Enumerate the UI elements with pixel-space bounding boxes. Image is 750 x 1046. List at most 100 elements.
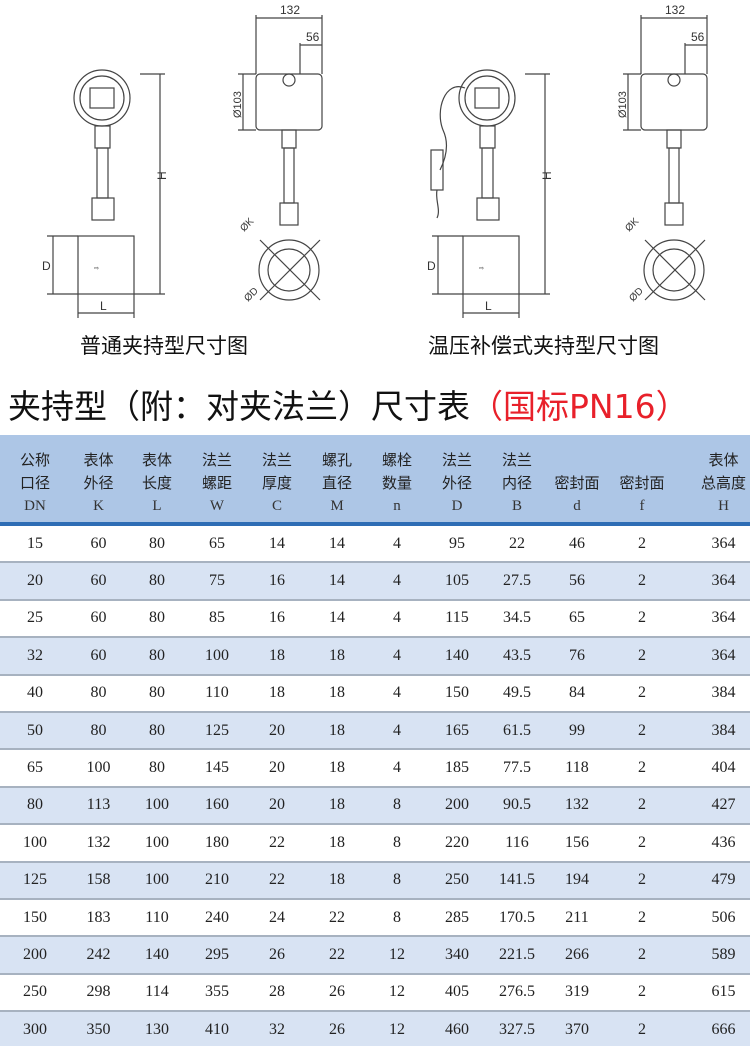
header-symbol: DN — [24, 498, 46, 514]
table-cell: 12 — [367, 973, 427, 1013]
table-cell: 99 — [547, 711, 607, 751]
label-d: D — [427, 259, 436, 273]
table-cell: 2 — [607, 674, 677, 713]
table-cell: 76 — [547, 637, 607, 676]
table-cell: 298 — [70, 973, 127, 1013]
table-cell: 295 — [187, 936, 247, 975]
table-cell: 183 — [70, 898, 127, 938]
table-cell: 340 — [427, 936, 487, 975]
table-row: 25 60 80 85 16 14 4 115 34.5 65 2 364 — [0, 599, 750, 639]
table-cell: 16 — [247, 562, 307, 601]
table-cell: 80 — [0, 786, 70, 826]
header-line2: 长度 — [141, 474, 172, 492]
table-cell: 2 — [607, 861, 677, 900]
header-line1: 表体 — [708, 451, 739, 469]
table-row: 300 350 130 410 32 26 12 460 327.5 370 2 666 — [0, 1011, 750, 1046]
table-cell: 666 — [677, 1011, 750, 1046]
table-cell: 80 — [70, 674, 127, 713]
table-cell: 18 — [307, 711, 367, 751]
column-header-H: 表体 总高度 H — [677, 435, 750, 526]
table-cell: 20 — [0, 562, 70, 601]
table-cell: 4 — [367, 749, 427, 788]
table-cell: 100 — [127, 861, 187, 900]
table-cell: 26 — [247, 936, 307, 975]
title-main: 夹持型（附：对夹法兰）尺寸表 — [8, 387, 470, 426]
flow-arrow-icon: ⇨ — [479, 266, 484, 272]
table-cell: 319 — [547, 973, 607, 1013]
table-cell: 80 — [127, 674, 187, 713]
table-cell: 114 — [127, 973, 187, 1013]
table-cell: 14 — [307, 599, 367, 639]
header-line2: 外径 — [441, 474, 472, 492]
drawing-caption-compensated: 温压补偿式夹持型尺寸图 — [428, 334, 659, 358]
header-line1: 法兰 — [501, 451, 532, 469]
title-standard: （国标PN16） — [470, 387, 689, 426]
side-view — [238, 15, 323, 301]
table-cell: 46 — [547, 524, 607, 564]
dimension-table: 公称 口径 DN 表体 外径 K 表体 长度 L 法兰 螺距 W 法兰 厚度 C 螺孔 直径 M 螺栓 数量 n 法兰 外径… — [0, 435, 750, 1046]
header-symbol: d — [573, 498, 581, 514]
table-cell: 2 — [607, 562, 677, 601]
table-cell: 61.5 — [487, 711, 547, 751]
label-dia-k: ØK — [623, 216, 641, 234]
header-line2: 内径 — [501, 474, 532, 492]
table-row: 40 80 80 110 18 18 4 150 49.5 84 2 384 — [0, 674, 750, 713]
table-cell: 80 — [127, 524, 187, 564]
table-cell: 34.5 — [487, 599, 547, 639]
table-cell: 116 — [487, 824, 547, 863]
table-cell: 22 — [487, 524, 547, 564]
table-cell: 18 — [247, 637, 307, 676]
table-cell: 85 — [187, 599, 247, 639]
table-cell: 18 — [307, 674, 367, 713]
table-cell: 250 — [427, 861, 487, 900]
table-cell: 2 — [607, 973, 677, 1013]
table-cell: 276.5 — [487, 973, 547, 1013]
table-cell: 4 — [367, 674, 427, 713]
table-cell: 250 — [0, 973, 70, 1013]
table-cell: 60 — [70, 524, 127, 564]
table-cell: 185 — [427, 749, 487, 788]
label-width-132: 132 — [665, 3, 685, 17]
label-dia-k: ØK — [238, 216, 256, 234]
table-row: 100 132 100 180 22 18 8 220 116 156 2 436 — [0, 824, 750, 863]
table-cell: 60 — [70, 599, 127, 639]
flow-arrow-icon: ⇨ — [94, 266, 99, 272]
table-cell: 118 — [547, 749, 607, 788]
column-header-M: 螺孔 直径 M — [307, 435, 367, 526]
table-cell: 22 — [247, 824, 307, 863]
label-l: L — [485, 299, 492, 313]
table-cell: 2 — [607, 898, 677, 938]
table-cell: 12 — [367, 1011, 427, 1046]
table-cell: 125 — [187, 711, 247, 751]
table-cell: 84 — [547, 674, 607, 713]
table-row: 250 298 114 355 28 26 12 405 276.5 319 2 615 — [0, 973, 750, 1013]
label-d: D — [42, 259, 51, 273]
table-cell: 327.5 — [487, 1011, 547, 1046]
label-l: L — [100, 299, 107, 313]
table-cell: 75 — [187, 562, 247, 601]
header-line1: 法兰 — [261, 451, 292, 469]
table-cell: 113 — [70, 786, 127, 826]
table-cell: 16 — [247, 599, 307, 639]
table-cell: 145 — [187, 749, 247, 788]
header-symbol: B — [511, 498, 522, 514]
table-cell: 100 — [127, 786, 187, 826]
column-header-d: 密封面 d — [547, 435, 607, 526]
table-cell: 27.5 — [487, 562, 547, 601]
table-cell: 20 — [247, 711, 307, 751]
standard-drawing: ⇨ D L H 132 56 Ø103 ØK ØD — [42, 3, 323, 318]
table-cell: 100 — [0, 824, 70, 863]
table-cell: 65 — [547, 599, 607, 639]
label-width-132: 132 — [280, 3, 300, 17]
table-cell: 479 — [677, 861, 750, 900]
table-cell: 384 — [677, 674, 750, 713]
header-line1: 法兰 — [441, 451, 472, 469]
table-cell: 210 — [187, 861, 247, 900]
table-cell: 18 — [307, 637, 367, 676]
table-cell: 200 — [427, 786, 487, 826]
label-head-diameter: Ø103 — [617, 91, 629, 118]
header-symbol: D — [451, 498, 463, 514]
table-cell: 14 — [307, 524, 367, 564]
table-cell: 140 — [427, 637, 487, 676]
